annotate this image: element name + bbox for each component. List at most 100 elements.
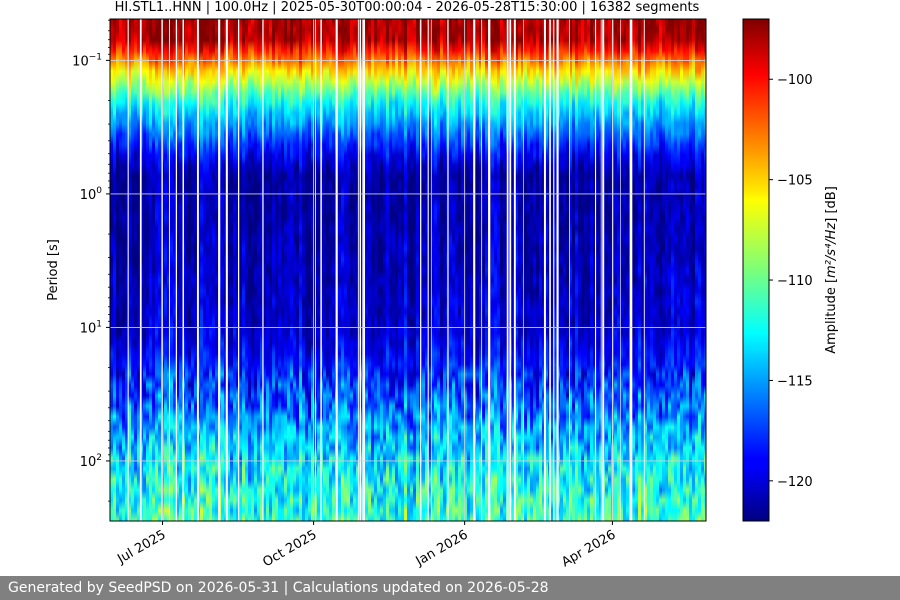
- heatmap-column: [164, 19, 168, 521]
- heatmap-column: [692, 19, 696, 521]
- heatmap-column: [695, 19, 699, 521]
- heatmap-column: [215, 19, 219, 521]
- heatmap-column: [131, 19, 135, 521]
- heatmap-column: [569, 19, 573, 521]
- heatmap-column: [620, 19, 624, 521]
- heatmap-column: [440, 19, 444, 521]
- heatmap-column: [416, 19, 420, 521]
- heatmap-column: [551, 19, 555, 521]
- heatmap-column: [410, 19, 414, 521]
- heatmap-column: [458, 19, 462, 521]
- colorbar-gradient: [742, 18, 770, 522]
- heatmap-column: [239, 19, 243, 521]
- heatmap-column: [134, 19, 138, 521]
- heatmap-column: [170, 19, 174, 521]
- y-axis-label: Period [s]: [46, 239, 61, 301]
- heatmap-column: [401, 19, 405, 521]
- heatmap-column: [254, 19, 258, 521]
- heatmap-column: [353, 19, 357, 521]
- heatmap-column: [350, 19, 354, 521]
- heatmap-column: [482, 19, 486, 521]
- colorbar-tick-label: −120: [777, 475, 813, 490]
- heatmap-column: [635, 19, 639, 521]
- heatmap-column: [560, 19, 564, 521]
- heatmap-column: [701, 19, 705, 521]
- heatmap-column: [143, 19, 147, 521]
- heatmap-column: [275, 19, 279, 521]
- heatmap-column: [575, 19, 579, 521]
- heatmap-column: [407, 19, 411, 521]
- heatmap-column: [404, 19, 408, 521]
- heatmap-column: [422, 19, 426, 521]
- colorbar-ticks: −100 −105 −110 −115 −120: [769, 73, 813, 490]
- heatmap-column: [326, 19, 330, 521]
- heatmap-column: [308, 19, 312, 521]
- psd-figure: HI.STL1..HNN | 100.0Hz | 2025-05-30T00:0…: [46, 0, 839, 570]
- heatmap-column: [623, 19, 627, 521]
- heatmap-column: [464, 19, 468, 521]
- heatmap-column: [683, 19, 687, 521]
- heatmap-column: [110, 19, 114, 521]
- heatmap-column: [608, 19, 612, 521]
- heatmap-column: [149, 19, 153, 521]
- heatmap-column: [428, 19, 432, 521]
- plot-frame: [109, 18, 707, 522]
- heatmap-column: [125, 19, 129, 521]
- heatmap-column: [329, 19, 333, 521]
- heatmap-column: [572, 19, 576, 521]
- heatmap-column: [686, 19, 690, 521]
- heatmap-column: [284, 19, 288, 521]
- heatmap-column: [479, 19, 483, 521]
- heatmap-column: [578, 19, 582, 521]
- heatmap-column: [113, 19, 117, 521]
- heatmap-column: [242, 19, 246, 521]
- colorbar-label-prefix: Amplitude [: [824, 278, 839, 354]
- heatmap-column: [224, 19, 228, 521]
- heatmap-column: [227, 19, 231, 521]
- x-tick-label: Apr 2026: [559, 527, 618, 570]
- heatmap-column: [338, 19, 342, 521]
- heatmap-column: [476, 19, 480, 521]
- heatmap-column: [539, 19, 543, 521]
- heatmap-column: [656, 19, 660, 521]
- footer-text: Generated by SeedPSD on 2026-05-31 | Cal…: [8, 580, 549, 596]
- heatmap-column: [680, 19, 684, 521]
- heatmap-column: [128, 19, 132, 521]
- heatmap-column: [332, 19, 336, 521]
- heatmap-column: [176, 19, 180, 521]
- y-tick-label: 102: [80, 453, 102, 470]
- heatmap-column: [119, 19, 123, 521]
- heatmap-column: [140, 19, 144, 521]
- heatmap-column: [617, 19, 621, 521]
- heatmap-column: [122, 19, 126, 521]
- y-axis: 10−1 100 101 102: [72, 19, 110, 502]
- heatmap-column: [704, 19, 706, 521]
- heatmap-column: [296, 19, 300, 521]
- heatmap-column: [341, 19, 345, 521]
- y-tick-label: 101: [80, 319, 102, 336]
- heatmap-column: [365, 19, 369, 521]
- heatmap-column: [533, 19, 537, 521]
- x-axis: Jul 2025 Oct 2025 Jan 2026 Apr 2026: [114, 521, 618, 570]
- heatmap-column: [263, 19, 267, 521]
- heatmap-column: [272, 19, 276, 521]
- heatmap-column: [167, 19, 171, 521]
- heatmap-column: [503, 19, 507, 521]
- x-tick-label: Oct 2025: [260, 527, 319, 570]
- heatmap-column: [668, 19, 672, 521]
- heatmap-column: [305, 19, 309, 521]
- heatmap-column: [626, 19, 630, 521]
- heatmap-column: [293, 19, 297, 521]
- heatmap-column: [485, 19, 489, 521]
- heatmap-column: [542, 19, 546, 521]
- heatmap-column: [662, 19, 666, 521]
- heatmap-column: [179, 19, 183, 521]
- heatmap-column: [281, 19, 285, 521]
- heatmap-column: [467, 19, 471, 521]
- heatmap-column: [434, 19, 438, 521]
- heatmap-column: [557, 19, 561, 521]
- heatmap-column: [386, 19, 390, 521]
- heatmap-column: [356, 19, 360, 521]
- heatmap-column: [344, 19, 348, 521]
- chart-title: HI.STL1..HNN | 100.0Hz | 2025-05-30T00:0…: [115, 0, 700, 15]
